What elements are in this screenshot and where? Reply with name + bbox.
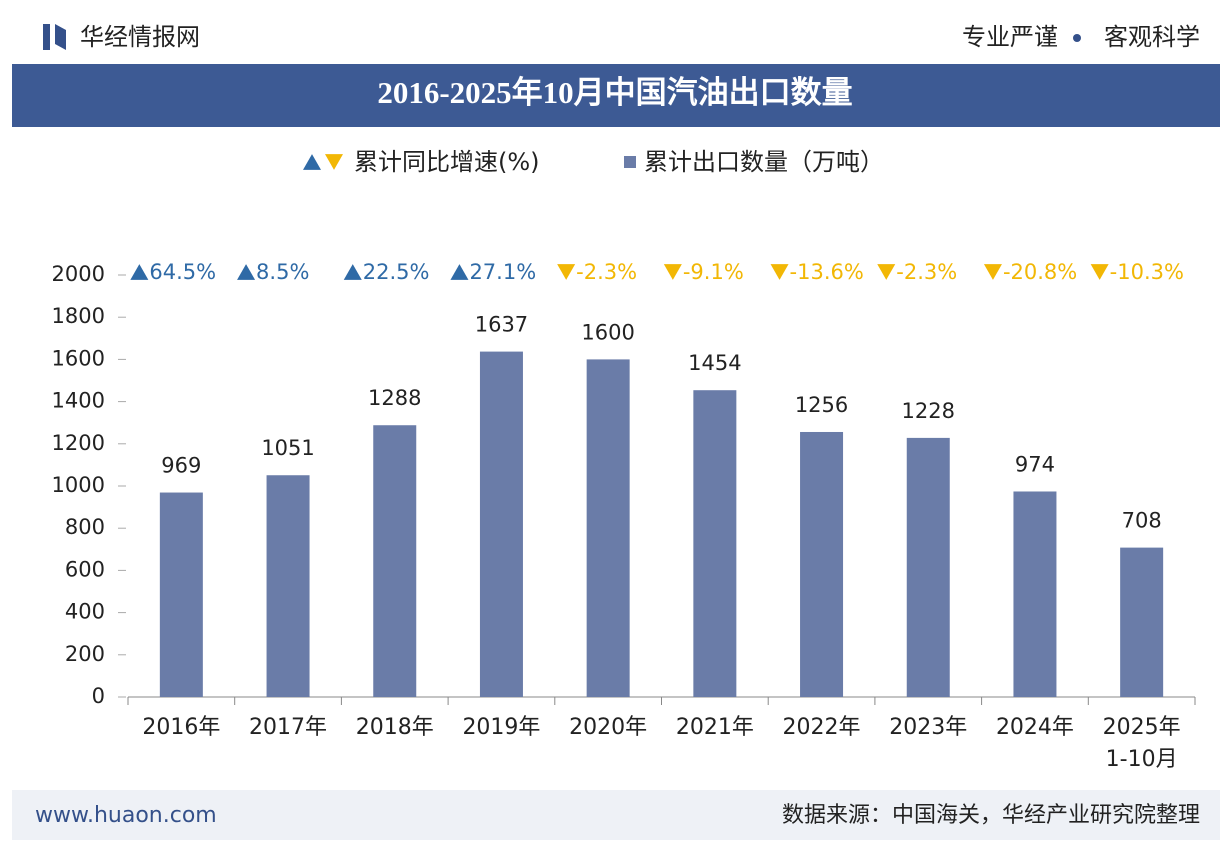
- legend-label: 累计出口数量（万吨）: [644, 148, 884, 176]
- bar: [1120, 547, 1164, 697]
- legend-label: 累计同比增速(%): [354, 148, 540, 176]
- y-tick-label: 200: [65, 642, 105, 666]
- x-tick-label: 2019年: [462, 715, 540, 740]
- title-bar: [12, 64, 1220, 127]
- growth-label: -20.8%: [1003, 260, 1077, 284]
- growth-label: -9.1%: [683, 260, 744, 284]
- bar: [479, 351, 523, 697]
- growth-marker: [770, 264, 789, 280]
- growth-label: 22.5%: [363, 260, 430, 284]
- x-tick-label: 2023年: [889, 715, 967, 740]
- source: 数据来源：中国海关，华经产业研究院整理: [782, 803, 1200, 828]
- data-label: 974: [1015, 452, 1055, 476]
- legend-marker: [303, 154, 321, 170]
- bar: [373, 425, 417, 697]
- y-tick-label: 1800: [52, 304, 105, 328]
- data-label: 1600: [581, 320, 634, 344]
- x-tick-label: 2025年 1-10月: [1103, 715, 1181, 772]
- x-tick-label: 2018年: [356, 715, 434, 740]
- growth-label: -2.3%: [576, 260, 637, 284]
- growth-marker: [343, 264, 362, 280]
- x-tick-label: 2022年: [783, 715, 861, 740]
- bar: [693, 390, 737, 697]
- growth-label: 64.5%: [149, 260, 216, 284]
- legend-marker: [325, 154, 343, 170]
- growth-marker: [663, 264, 682, 280]
- y-tick-label: 800: [65, 515, 105, 539]
- x-tick-label: 2016年: [142, 715, 220, 740]
- data-label: 1228: [902, 399, 955, 423]
- growth-marker: [237, 264, 256, 280]
- logo: [55, 24, 66, 50]
- x-tick-label: 2020年: [569, 715, 647, 740]
- data-label: 1637: [475, 313, 528, 337]
- y-tick-label: 0: [92, 684, 105, 708]
- slogan: 客观科学: [1104, 23, 1200, 51]
- chart-title: 2016-2025年10月中国汽油出口数量: [377, 75, 852, 110]
- growth-label: -10.3%: [1110, 260, 1184, 284]
- data-label: 1454: [688, 351, 741, 375]
- growth-marker: [450, 264, 469, 280]
- legend-marker: [624, 156, 636, 168]
- growth-label: -13.6%: [790, 260, 864, 284]
- data-label: 1051: [261, 436, 314, 460]
- logo: [43, 24, 50, 50]
- x-tick-label: 2021年: [676, 715, 754, 740]
- y-tick-label: 1600: [52, 346, 105, 370]
- data-label: 969: [161, 454, 201, 478]
- bar: [906, 437, 950, 697]
- bar: [586, 359, 630, 697]
- slogan: 专业严谨: [962, 23, 1058, 51]
- bar: [159, 492, 203, 697]
- growth-marker: [557, 264, 576, 280]
- growth-marker: [130, 264, 149, 280]
- growth-label: 8.5%: [256, 260, 309, 284]
- growth-marker: [1090, 264, 1109, 280]
- website: www.huaon.com: [35, 803, 217, 828]
- bar: [1013, 491, 1057, 697]
- x-tick-label: 2017年: [249, 715, 327, 740]
- y-tick-label: 1200: [52, 431, 105, 455]
- y-tick-label: 2000: [52, 262, 105, 286]
- y-tick-label: 1000: [52, 473, 105, 497]
- data-label: 1256: [795, 393, 848, 417]
- growth-label: 27.1%: [469, 260, 536, 284]
- growth-marker: [983, 264, 1002, 280]
- y-tick-label: 1400: [52, 389, 105, 413]
- bar: [266, 475, 310, 697]
- data-label: 708: [1122, 509, 1162, 533]
- footer-bar: [12, 790, 1220, 840]
- bar: [800, 431, 844, 697]
- brand: 华经情报网: [80, 23, 200, 51]
- y-tick-label: 600: [65, 557, 105, 581]
- x-tick-label: 2024年: [996, 715, 1074, 740]
- slogan-dot: [1073, 34, 1081, 42]
- y-tick-label: 400: [65, 600, 105, 624]
- growth-marker: [877, 264, 896, 280]
- data-label: 1288: [368, 386, 421, 410]
- growth-label: -2.3%: [896, 260, 957, 284]
